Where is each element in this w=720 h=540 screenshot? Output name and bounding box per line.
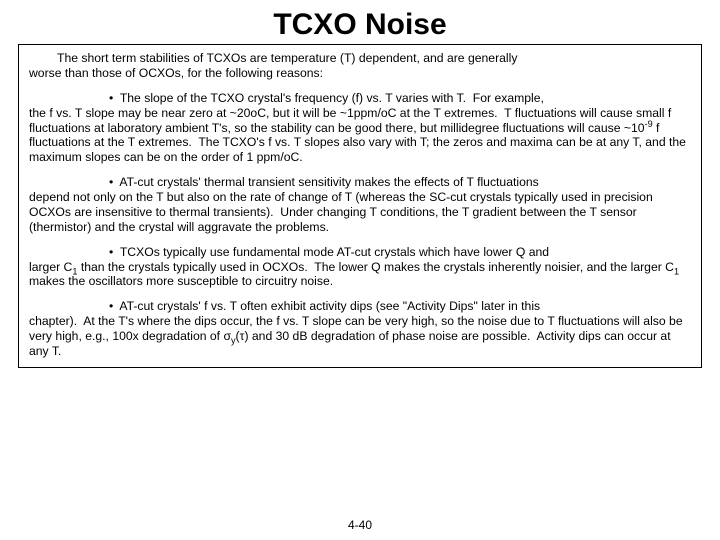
sigma-symbol: σ: [223, 329, 231, 343]
subscript: 1: [72, 266, 77, 276]
bullet-4: • AT-cut crystals' f vs. T often exhibit…: [29, 299, 691, 359]
bullet-1-lead: • The slope of the TCXO crystal's freque…: [29, 91, 691, 106]
bullet-2: • AT-cut crystals' thermal transient sen…: [29, 175, 691, 235]
bullet-4-lead: • AT-cut crystals' f vs. T often exhibit…: [29, 299, 691, 314]
content-box: The short term stabilities of TCXOs are …: [18, 44, 702, 368]
subscript: 1: [674, 266, 679, 276]
bullet-icon: •: [109, 245, 113, 259]
bullet-1: • The slope of the TCXO crystal's freque…: [29, 91, 691, 165]
intro-paragraph: The short term stabilities of TCXOs are …: [29, 51, 691, 81]
bullet-2-lead: • AT-cut crystals' thermal transient sen…: [29, 175, 691, 190]
bullet-icon: •: [109, 91, 113, 105]
degree-symbol: o: [381, 106, 388, 120]
page-number: 4-40: [0, 518, 720, 532]
slide-title: TCXO Noise: [0, 0, 720, 44]
superscript: -9: [645, 118, 653, 128]
degree-symbol: o: [284, 150, 291, 164]
bullet-3-lead: • TCXOs typically use fundamental mode A…: [29, 245, 691, 260]
tau-symbol: τ: [240, 329, 245, 343]
intro-text: The short term stabilities of TCXOs are …: [29, 51, 691, 66]
subscript: y: [231, 335, 236, 345]
slide: TCXO Noise The short term stabilities of…: [0, 0, 720, 540]
bullet-3: • TCXOs typically use fundamental mode A…: [29, 245, 691, 290]
bullet-icon: •: [109, 175, 113, 189]
degree-symbol: o: [250, 106, 257, 120]
bullet-icon: •: [109, 299, 113, 313]
